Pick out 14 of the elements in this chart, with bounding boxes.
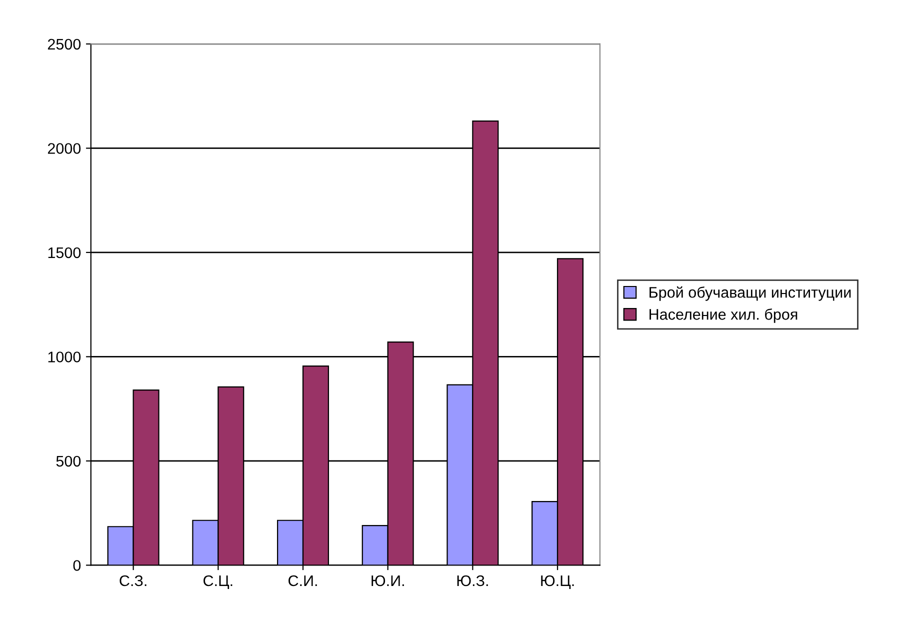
legend-label: Население хил. броя: [650, 308, 798, 323]
y-tick-label: 2000: [48, 143, 81, 154]
y-tick-label: 500: [56, 456, 81, 467]
x-tick-label: Ю.И.: [372, 575, 404, 586]
x-tick-label: С.З.: [120, 575, 146, 586]
x-tick-label: С.Ц.: [204, 575, 232, 590]
y-tick-label: 1000: [48, 352, 81, 362]
x-tick-label: Ю.Ц.: [541, 575, 574, 590]
y-tick-label: 2500: [48, 38, 81, 50]
y-tick-label: 0: [73, 560, 81, 571]
x-tick-label: Ю.З.: [457, 575, 488, 586]
x-tick-label: С.И.: [288, 575, 317, 586]
y-tick-label: 1500: [48, 247, 81, 258]
legend-label: Брой обучаващи институции: [650, 286, 851, 301]
